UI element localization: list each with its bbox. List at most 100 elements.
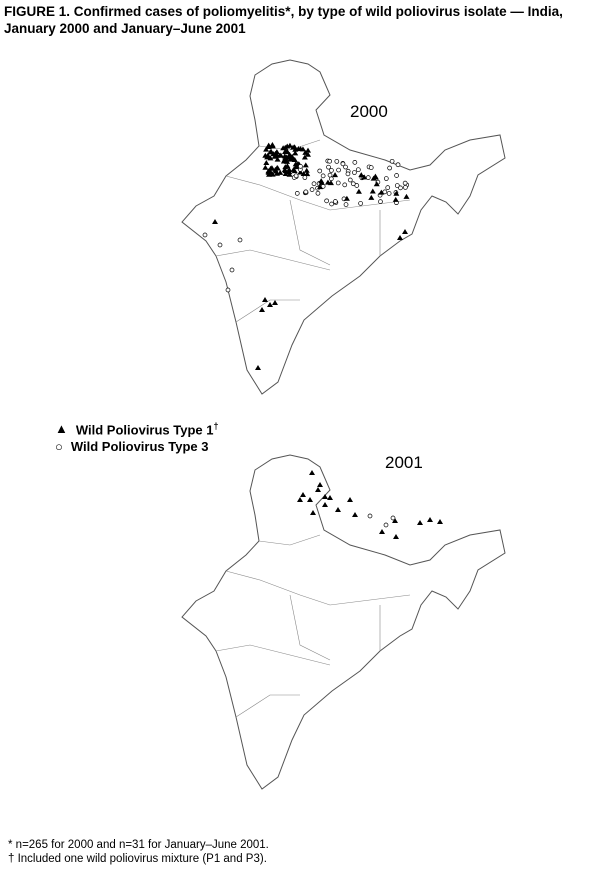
type3-marker [342, 182, 348, 188]
type3-marker [298, 164, 303, 169]
type1-marker [277, 169, 284, 175]
type1-marker [307, 497, 313, 502]
type1-marker [309, 470, 315, 475]
type3-marker [334, 159, 340, 164]
type1-marker [255, 365, 261, 370]
type1-marker [267, 168, 274, 174]
type1-marker [393, 534, 399, 539]
type3-marker [293, 173, 299, 179]
type1-marker [302, 162, 309, 168]
type3-marker [402, 180, 408, 186]
type3-marker [324, 198, 330, 204]
type1-marker [284, 143, 291, 149]
legend-label: Wild Poliovirus Type 3 [70, 439, 209, 455]
type1-marker [263, 146, 270, 152]
type1-marker [392, 196, 399, 202]
type1-marker [288, 156, 295, 162]
type1-marker [286, 169, 293, 175]
type1-marker [317, 184, 324, 190]
type3-marker [368, 165, 374, 170]
type3-marker [336, 167, 341, 173]
type1-marker [327, 180, 334, 186]
type1-marker [272, 166, 279, 172]
type1-marker [291, 156, 298, 162]
type3-marker [315, 190, 321, 196]
type3-marker [383, 176, 389, 181]
type3-marker [294, 191, 300, 196]
type1-marker [417, 520, 423, 525]
type3-marker [387, 165, 392, 171]
map-2000 [181, 59, 506, 395]
type1-marker [427, 517, 433, 522]
year-label-2000: 2000 [350, 102, 388, 121]
type1-marker [373, 181, 380, 187]
type1-marker [335, 507, 341, 512]
figure-title: FIGURE 1. Confirmed cases of poliomyelit… [4, 3, 602, 37]
type1-marker [322, 502, 328, 507]
type3-marker [327, 172, 333, 178]
type1-marker [262, 164, 269, 170]
case-markers [202, 142, 443, 539]
type3-marker [329, 168, 334, 173]
type1-marker [262, 297, 268, 302]
type1-marker [437, 519, 443, 524]
type1-marker [274, 152, 281, 158]
type1-marker [327, 495, 333, 500]
type1-marker [292, 150, 299, 156]
type1-marker [368, 194, 375, 200]
type1-marker [343, 195, 350, 201]
type1-marker [318, 178, 325, 184]
type3-marker [335, 180, 341, 186]
type3-marker [237, 237, 243, 243]
type3-marker [311, 181, 317, 187]
type1-marker [352, 512, 358, 517]
type3-marker [382, 189, 388, 195]
type3-marker [317, 168, 323, 174]
title-line-2: January 2000 and January–June 2001 [4, 21, 246, 36]
type3-marker [327, 158, 333, 164]
type3-marker [332, 199, 338, 204]
legend-item-type3: ○ Wild Poliovirus Type 3 [55, 438, 219, 455]
type3-marker [386, 191, 392, 196]
type1-marker [310, 510, 316, 515]
type3-marker [403, 185, 408, 190]
type3-marker [202, 232, 208, 238]
type1-marker [315, 487, 321, 492]
type3-marker [365, 175, 371, 180]
type3-marker [390, 515, 396, 521]
type1-marker [302, 149, 309, 155]
type3-marker [355, 167, 361, 173]
triangle-icon: ▲ [55, 420, 68, 436]
type1-marker [272, 300, 278, 305]
type3-marker [347, 177, 353, 183]
footnotes: * n=265 for 2000 and n=31 for January–Ju… [8, 838, 269, 866]
type1-marker [286, 171, 293, 177]
type3-marker [385, 185, 391, 190]
type3-marker [340, 161, 346, 167]
type3-marker [343, 164, 348, 170]
type1-marker [281, 153, 288, 159]
type3-marker [394, 183, 400, 188]
type3-marker [395, 162, 401, 168]
map-2001 [181, 454, 506, 790]
type1-marker [301, 154, 308, 160]
type1-marker [369, 188, 376, 194]
type3-marker [367, 513, 373, 519]
type3-marker [303, 189, 309, 195]
type3-marker [320, 173, 326, 179]
type1-marker [266, 171, 273, 177]
type1-marker [267, 302, 273, 307]
type1-marker [274, 156, 281, 162]
type1-marker [361, 174, 368, 180]
type3-marker [352, 170, 357, 175]
type1-marker [303, 167, 310, 173]
type3-marker [378, 199, 383, 204]
footnote-2: † Included one wild poliovirus mixture (… [8, 853, 267, 865]
type1-marker [403, 193, 410, 199]
type1-marker [322, 494, 328, 499]
type1-marker [285, 154, 292, 160]
type1-marker [290, 144, 297, 150]
type3-marker [352, 160, 358, 165]
